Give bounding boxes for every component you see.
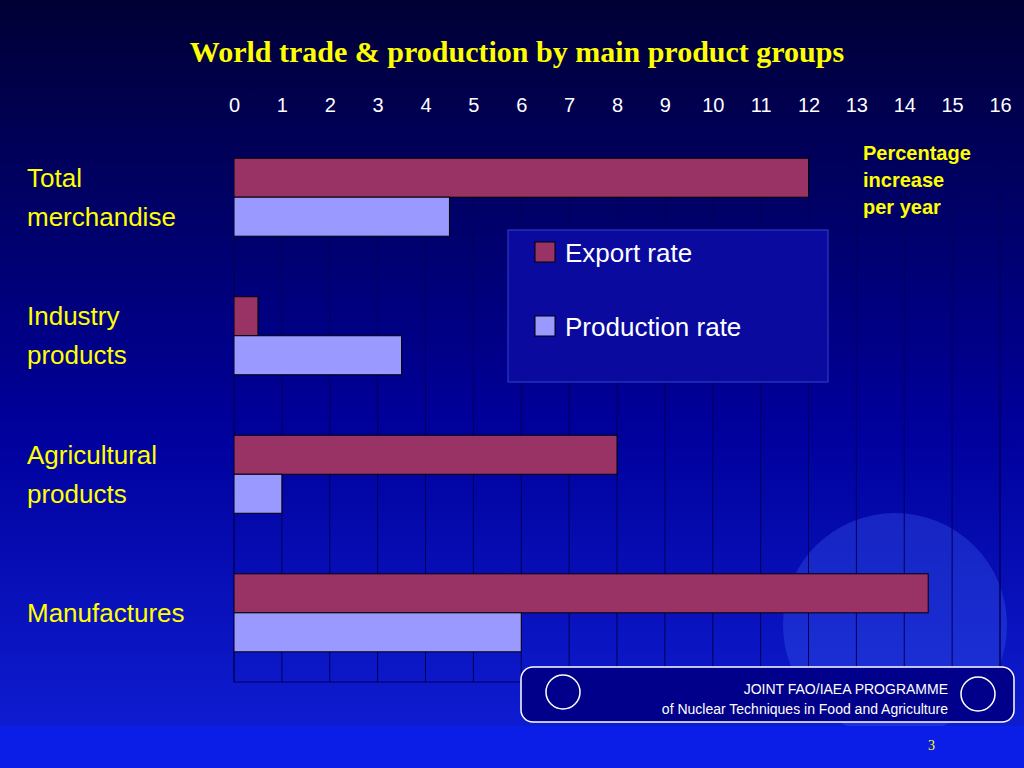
tick-label: 16 [989,94,1011,116]
tick-label: 11 [751,94,772,116]
x-axis: 012345678910111213141516 [229,94,1012,129]
bar [234,336,402,375]
bar [234,197,449,236]
tick: 12 [798,94,820,128]
bar [234,435,617,474]
tick-label: 9 [660,94,671,116]
tick-label: 0 [229,94,240,116]
tick: 15 [942,94,964,128]
tick-label: 12 [798,94,820,116]
background [0,0,1024,768]
tick-label: 3 [373,94,384,116]
tick-label: 7 [564,94,575,116]
tick: 11 [751,94,772,128]
legend-swatch [535,242,555,262]
tick-label: 2 [325,94,336,116]
tick-label: 1 [277,94,288,116]
slide: World trade & production by main product… [0,0,1024,768]
tick: 4 [420,94,431,128]
tick-label: 15 [942,94,964,116]
category-label: Manufactures [27,598,185,628]
tick: 7 [564,94,575,128]
grid-line [952,128,953,682]
axis-line [235,128,1001,129]
annotation: Percentageincreaseper year [863,142,971,218]
legend-label: Production rate [565,312,741,342]
tick: 6 [516,94,527,128]
footer: JOINT FAO/IAEA PROGRAMME of Nuclear Techn… [521,667,1014,722]
plot-frame [234,128,1000,682]
tick: 9 [660,94,671,128]
tick: 2 [325,94,336,128]
legend-swatch [535,316,555,336]
footer-text: JOINT FAO/IAEA PROGRAMME [744,681,948,697]
tick: 13 [846,94,868,128]
tick: 14 [894,94,916,128]
legend: Export rate Production rate [508,230,828,382]
tick-label: 4 [420,94,431,116]
tick-label: 10 [702,94,724,116]
category-label: Totalmerchandise [27,163,176,232]
legend-box [508,230,828,382]
bottom-stripe [0,726,1024,768]
emblem [546,675,580,709]
bar [234,474,282,513]
category-label: Industryproducts [27,301,127,370]
tick: 3 [373,94,384,128]
footer-box [521,667,1014,722]
bar [234,574,928,613]
tick-label: 5 [468,94,479,116]
emblem [961,677,995,711]
footer-text: of Nuclear Techniques in Food and Agricu… [662,701,948,717]
category-label: Agriculturalproducts [27,440,157,509]
bar [234,158,809,197]
tick-label: 8 [612,94,623,116]
tick-label: 13 [846,94,868,116]
tick: 8 [612,94,623,128]
title: World trade & production by main product… [190,35,844,68]
page-number: 3 [928,738,935,753]
bar [234,297,258,336]
tick: 5 [468,94,479,128]
tick: 1 [277,94,288,128]
bars [234,158,928,652]
tick: 10 [702,94,724,128]
tick: 0 [229,94,240,128]
tick-label: 6 [516,94,527,116]
grid-line [1000,128,1001,682]
grid [234,128,1000,682]
bar [234,613,521,652]
tick: 16 [989,94,1011,128]
tick-label: 14 [894,94,916,116]
legend-label: Export rate [565,238,692,268]
